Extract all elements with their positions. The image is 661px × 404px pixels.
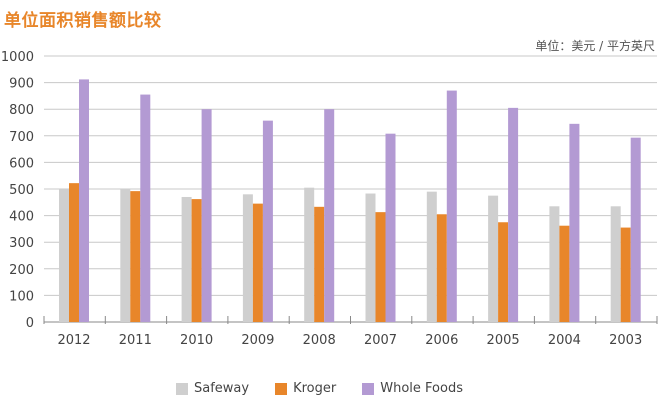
bar-kroger-2011 xyxy=(130,191,141,322)
legend-swatch-whole-foods xyxy=(362,382,375,395)
bar-whole-foods-2009 xyxy=(262,120,273,322)
bar-whole-foods-2007 xyxy=(385,133,396,322)
bar-safeway-2006 xyxy=(426,191,437,322)
legend-swatch-kroger xyxy=(275,382,288,395)
bar-whole-foods-2006 xyxy=(446,90,457,322)
bar-kroger-2010 xyxy=(191,199,202,322)
chart-title: 单位面积销售额比较 xyxy=(4,11,162,31)
x-tick-label: 2007 xyxy=(364,333,397,348)
legend-label-whole-foods: Whole Foods xyxy=(380,381,463,396)
bar-whole-foods-2011 xyxy=(140,94,151,322)
bar-kroger-2012 xyxy=(69,183,79,322)
x-tick-label: 2012 xyxy=(57,333,90,348)
legend-item-whole-foods: Whole Foods xyxy=(362,381,463,396)
bar-kroger-2006 xyxy=(436,214,447,322)
bar-safeway-2003 xyxy=(610,206,621,322)
bar-whole-foods-2005 xyxy=(508,107,519,323)
bar-kroger-2008 xyxy=(314,206,325,322)
y-tick-label: 800 xyxy=(9,103,34,118)
bar-safeway-2010 xyxy=(181,196,192,322)
bar-safeway-2007 xyxy=(365,193,376,322)
legend-label-safeway: Safeway xyxy=(194,381,250,396)
bar-safeway-2008 xyxy=(304,187,315,322)
y-tick-label: 300 xyxy=(9,236,34,251)
y-tick-label: 700 xyxy=(9,130,34,145)
y-tick-label: 600 xyxy=(9,156,34,171)
bar-kroger-2005 xyxy=(498,222,509,322)
bar-kroger-2004 xyxy=(559,225,570,322)
bar-kroger-2009 xyxy=(252,203,263,322)
bar-whole-foods-2010 xyxy=(201,109,212,322)
bar-safeway-2004 xyxy=(549,206,560,322)
bar-whole-foods-2003 xyxy=(630,137,641,322)
legend-item-kroger: Kroger xyxy=(275,381,336,396)
legend-item-safeway: Safeway xyxy=(176,381,249,396)
x-tick-label: 2010 xyxy=(180,333,213,348)
bar-whole-foods-2008 xyxy=(324,109,335,322)
x-tick-label: 2006 xyxy=(425,333,458,348)
y-tick-label: 0 xyxy=(26,316,34,331)
bar-safeway-2005 xyxy=(488,195,499,322)
y-tick-label: 900 xyxy=(9,77,34,92)
x-tick-label: 2009 xyxy=(241,333,274,348)
x-tick-label: 2004 xyxy=(548,333,581,348)
bar-kroger-2007 xyxy=(375,212,386,322)
bar-safeway-2012 xyxy=(59,189,69,322)
y-tick-label: 1000 xyxy=(1,50,34,65)
y-tick-label: 100 xyxy=(9,289,34,304)
y-tick-label: 400 xyxy=(9,210,34,225)
x-tick-label: 2005 xyxy=(487,333,520,348)
bar-safeway-2011 xyxy=(120,189,131,322)
bar-safeway-2009 xyxy=(242,194,253,322)
bar-kroger-2003 xyxy=(620,227,631,322)
legend-label-kroger: Kroger xyxy=(293,381,337,396)
y-tick-label: 200 xyxy=(9,263,34,278)
unit-label: 单位：美元 / 平方英尺 xyxy=(535,39,655,53)
bar-whole-foods-2012 xyxy=(79,79,89,323)
x-tick-label: 2011 xyxy=(119,333,152,348)
x-tick-label: 2008 xyxy=(303,333,336,348)
y-tick-label: 500 xyxy=(9,183,34,198)
legend: Safeway Kroger Whole Foods xyxy=(176,381,489,396)
bar-whole-foods-2004 xyxy=(569,123,580,322)
x-tick-label: 2003 xyxy=(609,333,642,348)
legend-swatch-safeway xyxy=(176,382,188,395)
